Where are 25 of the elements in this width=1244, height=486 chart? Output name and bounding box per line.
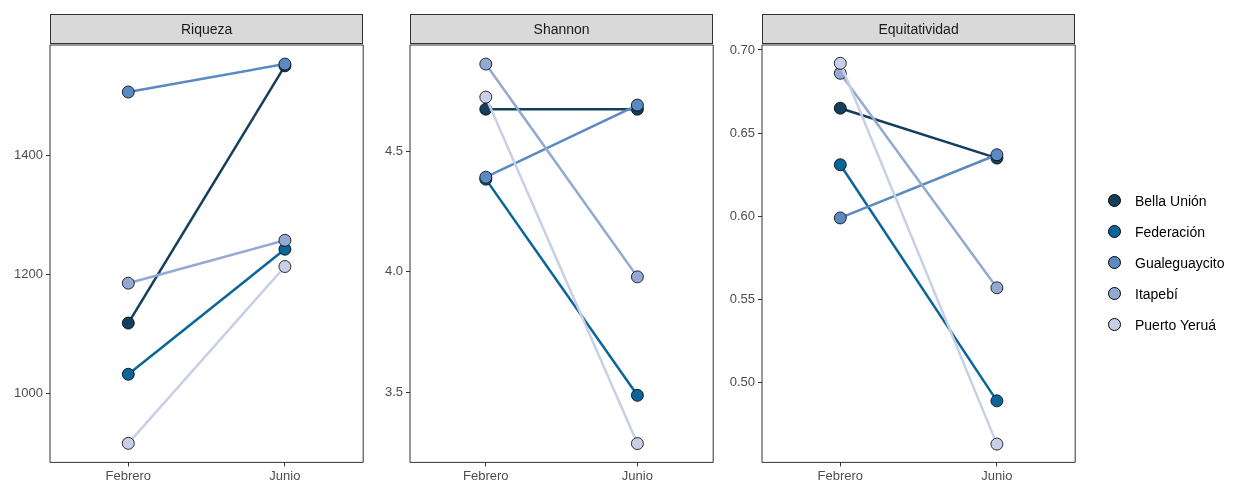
y-tick-label: 0.50 xyxy=(729,374,755,390)
chart-title: Equitatividad xyxy=(762,14,1076,44)
y-tick-label: 1200 xyxy=(14,265,43,281)
chart-title: Riqueza xyxy=(50,14,364,44)
legend-label: Puerto Yeruá xyxy=(1135,316,1216,333)
y-tick-label: 1400 xyxy=(14,146,43,162)
x-tick-label: Junio xyxy=(981,467,1013,483)
x-tick-label: Junio xyxy=(269,467,301,483)
y-tick-label: 0.60 xyxy=(729,207,755,223)
y-tick-label: 0.55 xyxy=(729,291,755,307)
x-tick-label: Febrero xyxy=(463,467,509,483)
x-tick-label: Febrero xyxy=(105,467,152,483)
y-tick-label: 1000 xyxy=(14,384,43,400)
x-tick-label: Junio xyxy=(621,467,653,483)
y-tick-label: 0.65 xyxy=(729,124,755,140)
chart-title: Shannon xyxy=(410,14,714,44)
x-tick-label: Febrero xyxy=(817,467,864,483)
legend-label: Bella Unión xyxy=(1135,192,1207,209)
legend-label: Federación xyxy=(1135,223,1206,240)
legend-label: Gualeguaycito xyxy=(1135,254,1225,271)
y-tick-label: 4.5 xyxy=(384,142,403,158)
y-tick-label: 0.70 xyxy=(729,41,755,57)
y-tick-label: 3.5 xyxy=(384,384,403,400)
legend-label: Itapebí xyxy=(1135,285,1178,302)
y-tick-label: 4.0 xyxy=(384,263,403,279)
